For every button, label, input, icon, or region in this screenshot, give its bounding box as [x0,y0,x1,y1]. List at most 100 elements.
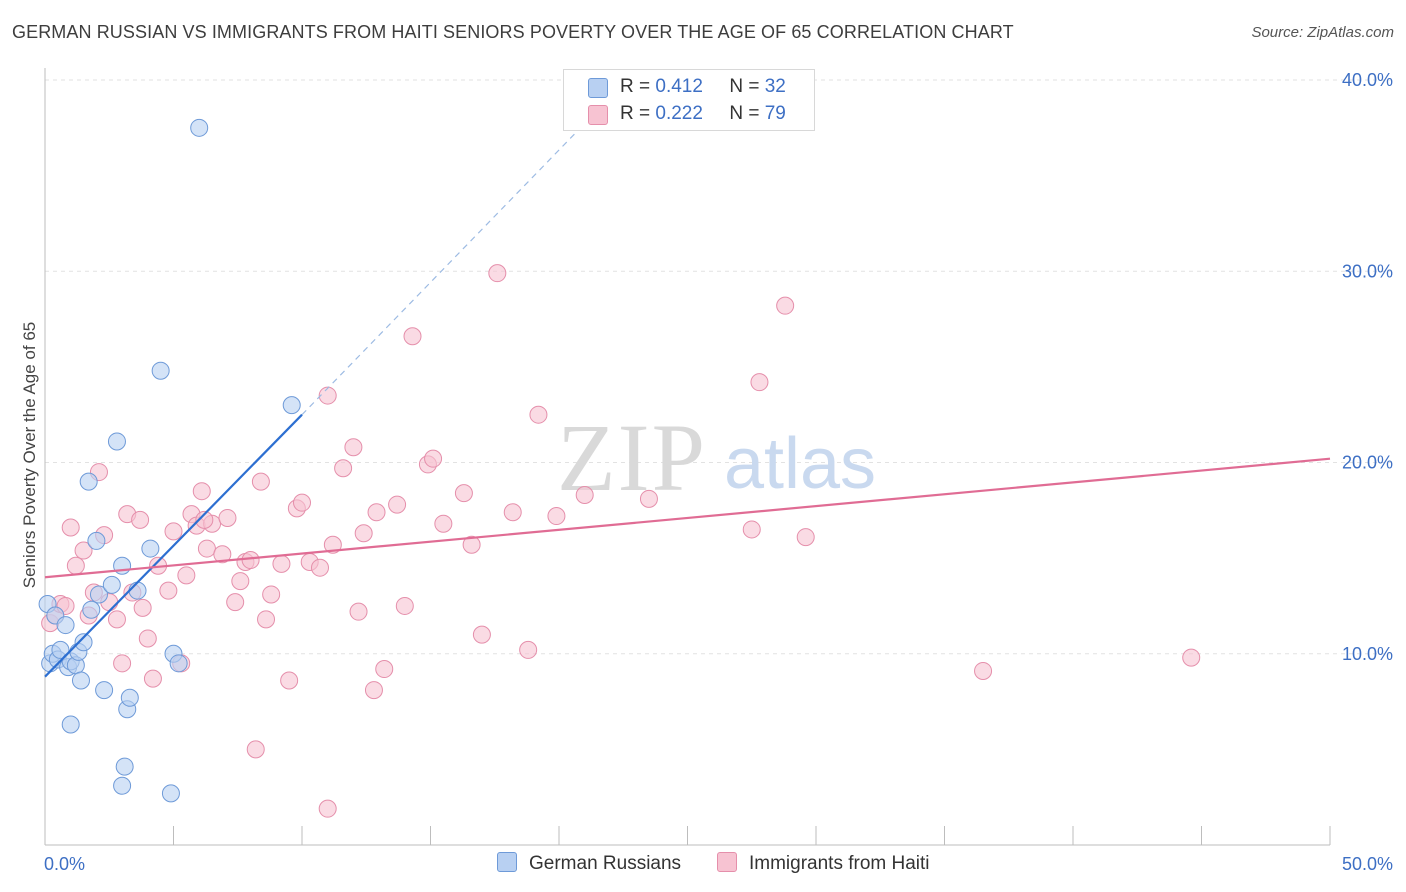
legend-text: R = 0.222 N = 79 [620,103,786,125]
haiti-point [529,405,548,424]
german-russian-point [161,784,180,803]
bottom-legend-label: Immigrants from Haiti [749,853,930,874]
haiti-point [246,740,265,759]
haiti-point [107,610,126,629]
bottom-legend-haiti: Immigrants from Haiti [717,852,930,875]
haiti-point [488,264,507,283]
haiti-point [131,510,150,529]
haiti-point [1182,648,1201,667]
y-tick-label: 40.0% [1342,70,1393,90]
german-russian-point [120,688,139,707]
bottom-legend-swatch-blue [497,852,517,872]
correlation-legend: R = 0.412 N = 32 R = 0.222 N = 79 [563,69,815,131]
haiti-point [159,581,178,600]
haiti-point [197,539,216,558]
haiti-point [280,671,299,690]
haiti-point [472,625,491,644]
haiti-point [750,373,769,392]
y-tick-label: 20.0% [1342,453,1393,473]
x-tick-label: 50.0% [1342,854,1393,874]
watermark-atlas: atlas [724,424,876,504]
tick-labels: 10.0% 20.0% 30.0% 40.0% 0.0% 50.0% [44,70,1393,874]
german-russian-point [107,432,126,451]
haiti-point [164,522,183,541]
bottom-legend-label: German Russians [529,853,682,874]
bottom-legend-german-russians: German Russians [497,852,681,875]
german-russian-point [113,776,132,795]
german-russian-trend-line [44,413,303,678]
haiti-point [434,514,453,533]
haiti-point [395,596,414,615]
haiti-point [113,654,132,673]
legend-r-label: R = [620,76,656,97]
haiti-point [177,566,196,585]
source-label: Source: ZipAtlas.com [1251,24,1394,41]
series-haiti-points [41,264,1201,818]
haiti-point [323,535,342,554]
haiti-point [547,507,566,526]
haiti-point [367,503,386,522]
german-russian-point [89,585,108,604]
german-russian-trend-extension [301,117,591,416]
haiti-point [310,558,329,577]
haiti-point [293,493,311,512]
haiti-point [143,669,162,688]
haiti-point [133,598,152,617]
german-russian-point [169,654,188,673]
haiti-point [776,296,795,315]
haiti-point [66,556,85,575]
haiti-point [354,524,373,543]
legend-n-label: N = [729,76,765,97]
haiti-point [403,327,422,346]
haiti-point [74,541,93,560]
german-russian-point [61,715,80,734]
haiti-point [226,593,245,612]
legend-n-label: N = [729,103,765,124]
haiti-point [344,438,363,457]
legend-text: R = 0.412 N = 32 [620,76,786,98]
haiti-point [349,602,368,621]
haiti-point [334,459,353,478]
haiti-point [241,551,260,570]
haiti-point [454,484,473,503]
haiti-point [213,545,232,564]
haiti-point [251,472,270,491]
haiti-point [318,799,337,818]
haiti-point [639,489,658,508]
german-russian-point [141,539,160,558]
legend-r-value: 0.222 [655,103,703,124]
german-russian-point [190,118,209,137]
german-russian-point [115,757,134,776]
haiti-point [218,508,237,527]
haiti-point [388,495,407,514]
german-russian-point [79,472,98,491]
haiti-point [519,640,538,659]
haiti-point [192,482,211,501]
german-russian-point [87,531,106,550]
haiti-point [318,386,337,405]
german-russian-point [102,575,121,594]
haiti-point [257,610,276,629]
german-russian-point [95,681,114,700]
german-russian-point [282,396,301,415]
german-russian-point [74,633,93,652]
haiti-point [503,503,522,522]
y-tick-label: 30.0% [1342,261,1393,281]
legend-n-value: 79 [764,103,786,124]
german-russian-point [151,361,170,380]
haiti-point [974,661,993,680]
legend-r-value: 0.412 [655,76,703,97]
haiti-point [575,486,594,505]
trend-lines [44,117,1331,678]
haiti-point [424,449,443,468]
haiti-point [796,528,815,547]
haiti-point [272,554,291,573]
series-german-russian-points [38,118,301,803]
haiti-point [742,520,761,539]
german-russian-point [128,581,147,600]
haiti-point [231,572,250,591]
legend-swatch-blue [588,78,608,98]
bottom-legend-swatch-pink [717,852,737,872]
haiti-point [61,518,80,537]
